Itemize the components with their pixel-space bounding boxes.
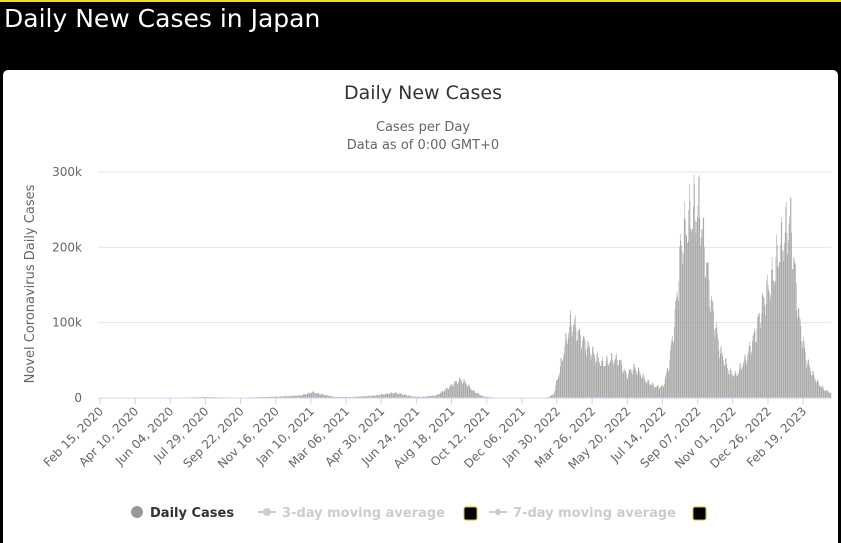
legend: Daily Cases 3-day moving average 7-day mov…	[131, 506, 707, 521]
legend-marker	[494, 508, 502, 516]
chart-card: Daily New Cases Cases per Day Data as of…	[3, 70, 838, 543]
chart-subtitle-line2: Data as of 0:00 GMT+0	[347, 138, 499, 153]
legend-item[interactable]: Daily Cases	[131, 506, 234, 521]
bars	[97, 174, 832, 398]
legend-color-swatch[interactable]	[463, 506, 478, 521]
y-axis-ticks: 0 100k 200k 300k	[52, 165, 82, 405]
y-tick-label: 100k	[52, 316, 82, 330]
legend-marker	[131, 506, 143, 518]
y-axis-label: Novel Coronavirus Daily Cases	[23, 184, 38, 383]
x-tick-label: Sep 22, 2020	[180, 404, 246, 470]
x-tick-label: Mar 26, 2022	[532, 404, 598, 470]
top-accent-line	[0, 0, 841, 2]
legend-label: 7-day moving average	[513, 506, 676, 521]
x-tick-label: Aug 18, 2021	[391, 404, 458, 471]
x-tick-label: Feb 15, 2020	[41, 404, 106, 469]
y-tick-label: 0	[74, 391, 82, 405]
chart-subtitle-line1: Cases per Day	[376, 120, 470, 135]
chart-svg: Daily New Cases Cases per Day Data as of…	[23, 82, 832, 521]
y-tick-label: 300k	[52, 165, 82, 179]
x-tick-label: Nov 16, 2020	[215, 404, 282, 471]
legend-item[interactable]: 3-day moving average	[258, 506, 445, 521]
y-tick-label: 200k	[52, 240, 82, 254]
x-tick-label: May 20, 2022	[566, 404, 634, 472]
x-tick-label: Mar 06, 2021	[286, 404, 352, 470]
x-tick-label: Nov 01, 2022	[672, 404, 739, 471]
page-heading: Daily New Cases in Japan	[4, 4, 321, 33]
legend-color-swatch[interactable]	[692, 506, 707, 521]
x-tick-label: Dec 06, 2021	[461, 404, 528, 471]
legend-label: 3-day moving average	[282, 506, 445, 521]
legend-label: Daily Cases	[150, 506, 234, 521]
legend-item[interactable]: 7-day moving average	[489, 506, 676, 521]
chart-title: Daily New Cases	[344, 82, 502, 104]
x-tick-label: Dec 26, 2022	[707, 404, 774, 471]
x-tick-label: Sep 07, 2022	[637, 404, 703, 470]
legend-marker	[263, 508, 271, 516]
